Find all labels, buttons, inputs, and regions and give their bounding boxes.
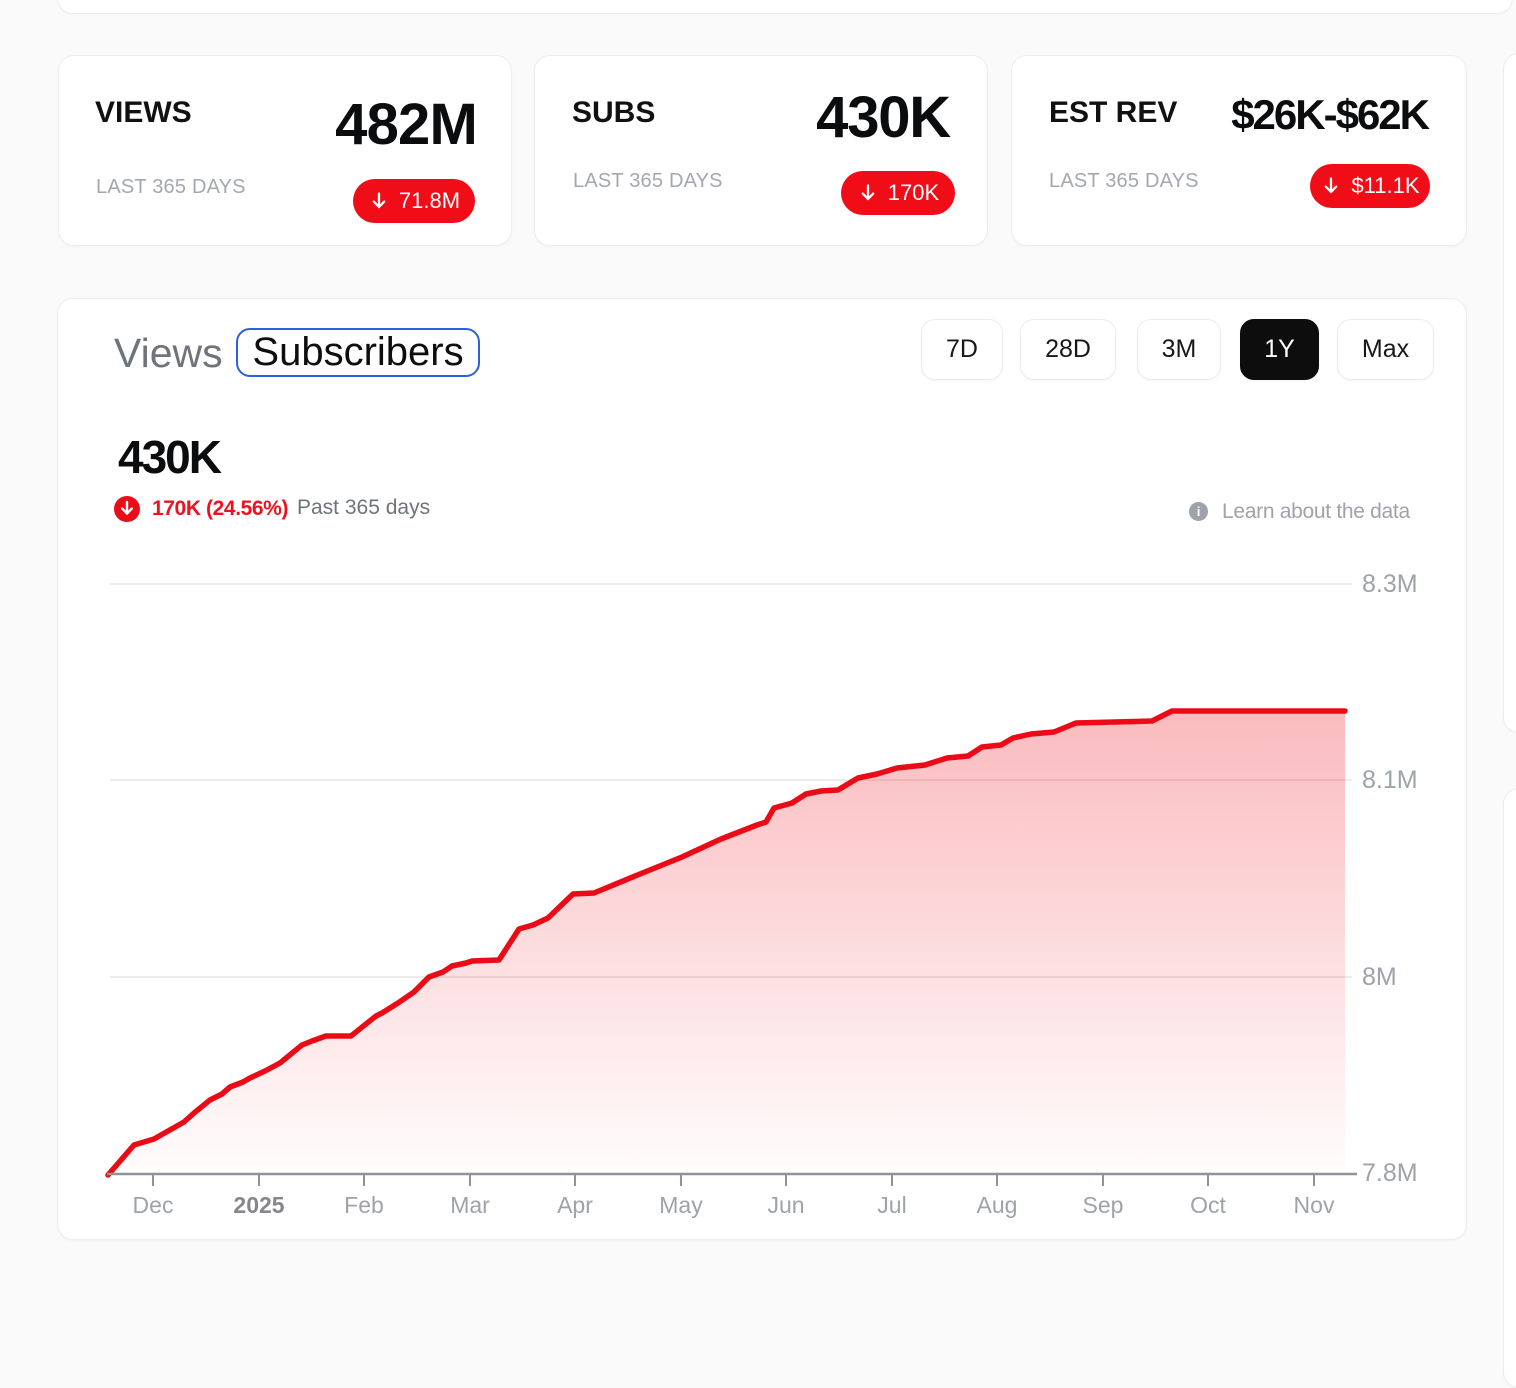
- svg-text:Oct: Oct: [1190, 1192, 1226, 1218]
- svg-text:8M: 8M: [1362, 963, 1397, 991]
- svg-text:2025: 2025: [233, 1192, 284, 1218]
- svg-text:Apr: Apr: [557, 1192, 593, 1218]
- svg-text:8.3M: 8.3M: [1362, 570, 1418, 598]
- svg-text:Jun: Jun: [767, 1192, 804, 1218]
- svg-text:Feb: Feb: [344, 1192, 384, 1218]
- svg-text:May: May: [659, 1192, 703, 1218]
- svg-text:Mar: Mar: [450, 1192, 490, 1218]
- svg-text:Sep: Sep: [1083, 1192, 1124, 1218]
- svg-text:Dec: Dec: [133, 1192, 174, 1218]
- svg-text:8.1M: 8.1M: [1362, 766, 1418, 794]
- svg-text:Jul: Jul: [877, 1192, 906, 1218]
- svg-text:Nov: Nov: [1294, 1192, 1335, 1218]
- svg-text:Aug: Aug: [977, 1192, 1018, 1218]
- svg-text:7.8M: 7.8M: [1362, 1159, 1418, 1187]
